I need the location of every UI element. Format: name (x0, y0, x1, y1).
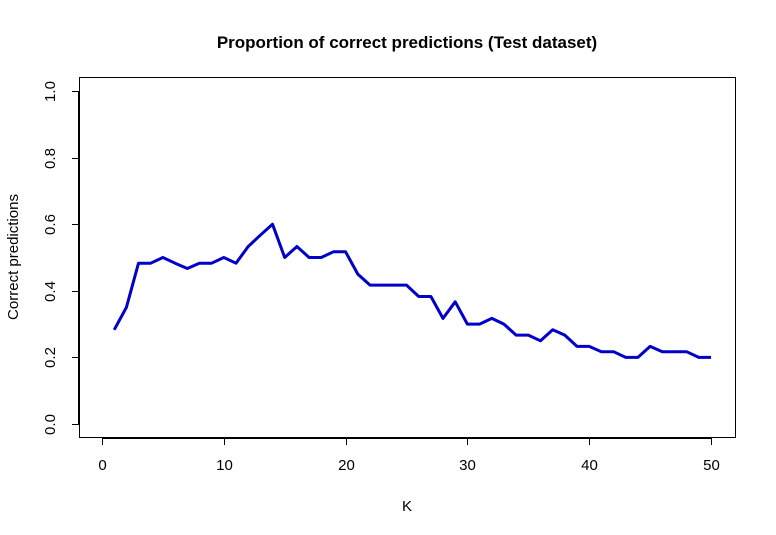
y-tick-label: 0.8 (42, 148, 59, 169)
x-axis: 0 10 20 30 40 50 (98, 438, 720, 474)
y-tick-label: 0.6 (42, 214, 59, 235)
y-axis-label: Correct predictions (5, 194, 22, 320)
chart-title: Proportion of correct predictions (Test … (217, 33, 597, 52)
y-tick-label: 0.0 (42, 414, 59, 435)
x-tick-label: 0 (98, 457, 106, 474)
x-tick-label: 50 (703, 457, 720, 474)
x-tick-label: 40 (581, 457, 598, 474)
y-tick-label: 0.4 (42, 281, 59, 302)
series-layer (112, 222, 711, 359)
plot-frame (79, 77, 736, 438)
y-axis: 0.0 0.2 0.4 0.6 0.8 1.0 (42, 81, 79, 435)
y-tick-label: 0.2 (42, 347, 59, 368)
x-tick-label: 30 (459, 457, 476, 474)
y-tick-label: 1.0 (42, 81, 59, 102)
x-tick-label: 20 (338, 457, 355, 474)
series-line (112, 222, 711, 359)
x-axis-label: K (402, 498, 412, 515)
x-tick-label: 10 (216, 457, 233, 474)
